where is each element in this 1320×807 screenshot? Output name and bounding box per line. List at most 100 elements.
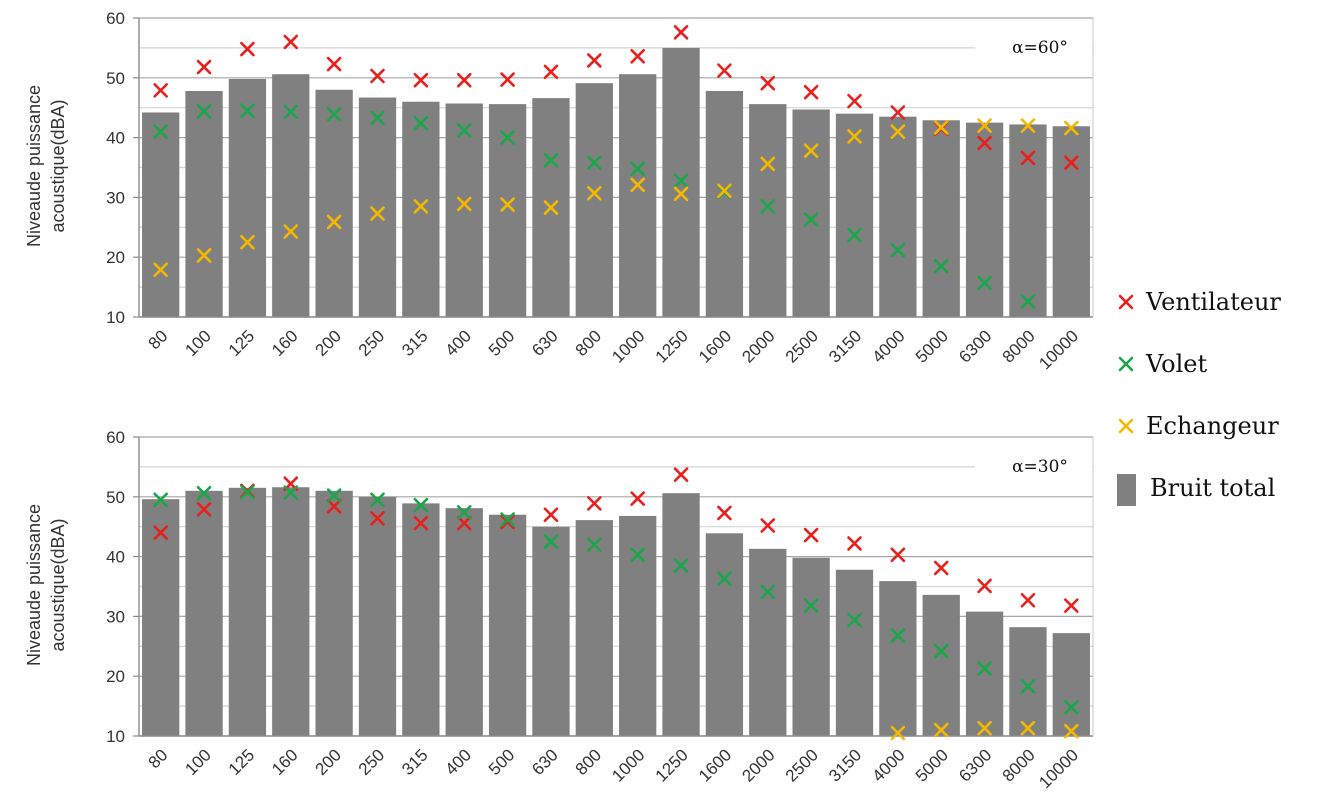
marker-volet-800 xyxy=(587,537,602,552)
x-tick-label: 5000 xyxy=(912,745,952,785)
x-tick-label: 3150 xyxy=(825,326,865,366)
marker-volet-1250 xyxy=(673,173,689,188)
marker-echangeur-5000 xyxy=(933,722,949,738)
bar-1600 xyxy=(705,90,744,318)
marker-volet-160 xyxy=(283,104,299,120)
y-tick-label: 20 xyxy=(106,248,125,267)
y-tick-label: 10 xyxy=(106,727,125,746)
marker-volet-2500 xyxy=(803,598,819,613)
x-tick-label: 1250 xyxy=(652,745,692,785)
marker-volet-500 xyxy=(500,130,515,145)
bar-250 xyxy=(358,496,397,736)
legend-label-ventilateur: Ventilateur xyxy=(1145,288,1281,316)
marker-ventilateur-1600 xyxy=(717,63,732,78)
bar-1000 xyxy=(619,515,657,736)
bar-315 xyxy=(402,101,440,317)
bar-2500 xyxy=(792,109,830,317)
marker-echangeur-2000 xyxy=(760,156,776,172)
bar-2000 xyxy=(749,548,787,736)
x-tick-label: 80 xyxy=(145,326,172,353)
chart-annotation: α=30° xyxy=(1012,457,1068,477)
chart-alpha-30: Niveaude puissance acoustique(dBA) α=30°… xyxy=(24,428,1094,792)
marker-volet-1000 xyxy=(630,547,645,563)
y-tick-label: 60 xyxy=(106,428,125,447)
bar-8000 xyxy=(1009,627,1047,736)
marker-volet-630 xyxy=(543,153,559,168)
marker-volet-250 xyxy=(370,110,385,126)
marker-echangeur-80 xyxy=(153,262,168,278)
bar-series-bruit-total xyxy=(142,487,1090,736)
bar-125 xyxy=(228,487,267,736)
ylabel-line-1: Niveaude puissance xyxy=(24,504,44,666)
marker-ventilateur-400 xyxy=(456,72,472,88)
marker-echangeur-125 xyxy=(240,234,255,250)
x-tick-label: 800 xyxy=(572,745,605,778)
x-tick-label: 400 xyxy=(442,326,475,359)
marker-echangeur-1250 xyxy=(673,186,689,202)
marker-ventilateur-100 xyxy=(196,59,212,75)
marker-echangeur-8000 xyxy=(1020,118,1036,133)
x-tick-label: 10000 xyxy=(1035,745,1082,792)
x-tick-label: 8000 xyxy=(999,745,1039,785)
marker-volet-3150 xyxy=(847,227,862,243)
marker-ventilateur-6300 xyxy=(977,135,992,151)
marker-ventilateur-125 xyxy=(240,41,255,57)
legend-x-ventilateur xyxy=(1118,294,1134,310)
marker-series-ventilateur xyxy=(153,25,1079,171)
marker-echangeur-500 xyxy=(500,197,515,212)
y-tick-label: 40 xyxy=(106,548,125,567)
marker-ventilateur-10000 xyxy=(1064,598,1079,613)
marker-echangeur-3150 xyxy=(847,129,862,144)
marker-echangeur-10000 xyxy=(1064,723,1079,739)
x-tick-label: 10000 xyxy=(1035,326,1082,373)
chart-annotation: α=60° xyxy=(1012,38,1068,58)
marker-ventilateur-10000 xyxy=(1064,155,1079,171)
x-tick-label: 630 xyxy=(528,745,561,778)
marker-volet-6300 xyxy=(977,275,992,291)
marker-volet-5000 xyxy=(933,643,949,659)
marker-ventilateur-80 xyxy=(153,525,168,540)
marker-volet-400 xyxy=(456,505,472,520)
marker-volet-10000 xyxy=(1064,699,1079,715)
x-tick-label: 8000 xyxy=(999,326,1039,366)
x-tick-label: 1600 xyxy=(695,745,735,785)
marker-volet-800 xyxy=(587,155,602,171)
marker-ventilateur-500 xyxy=(500,514,515,530)
ylabel-line-2: acoustique(dBA) xyxy=(48,99,68,232)
marker-ventilateur-400 xyxy=(456,515,472,531)
bar-250 xyxy=(358,97,397,317)
y-tick-label: 50 xyxy=(106,488,125,507)
marker-echangeur-100 xyxy=(196,248,212,263)
bar-315 xyxy=(402,503,440,736)
x-tick-label: 200 xyxy=(311,745,344,778)
marker-ventilateur-1250 xyxy=(673,467,689,482)
x-tick-label: 250 xyxy=(355,745,388,778)
bar-1250 xyxy=(662,493,700,736)
legend-label-echangeur: Echangeur xyxy=(1146,412,1279,440)
marker-ventilateur-2500 xyxy=(803,84,819,100)
x-tick-label: 100 xyxy=(181,326,214,359)
marker-echangeur-250 xyxy=(370,206,385,221)
marker-echangeur-200 xyxy=(326,214,342,230)
bar-800 xyxy=(575,520,613,736)
marker-echangeur-4000 xyxy=(890,725,906,741)
legend-x-volet xyxy=(1118,356,1134,372)
marker-volet-2000 xyxy=(760,584,776,600)
marker-ventilateur-3150 xyxy=(847,536,862,551)
marker-ventilateur-1000 xyxy=(630,48,645,64)
marker-ventilateur-4000 xyxy=(890,105,906,120)
x-tick-label: 80 xyxy=(145,745,172,772)
marker-echangeur-160 xyxy=(283,224,299,239)
bar-200 xyxy=(315,490,353,736)
marker-ventilateur-6300 xyxy=(977,578,992,594)
marker-volet-1600 xyxy=(717,571,732,587)
marker-ventilateur-160 xyxy=(283,34,299,50)
marker-ventilateur-250 xyxy=(370,68,385,84)
bar-400 xyxy=(445,103,483,317)
annotation-box xyxy=(975,19,1092,66)
marker-echangeur-800 xyxy=(587,185,602,201)
x-tick-label: 315 xyxy=(398,745,431,778)
bar-8000 xyxy=(1009,124,1047,317)
marker-ventilateur-200 xyxy=(326,56,342,72)
marker-volet-250 xyxy=(370,492,385,508)
